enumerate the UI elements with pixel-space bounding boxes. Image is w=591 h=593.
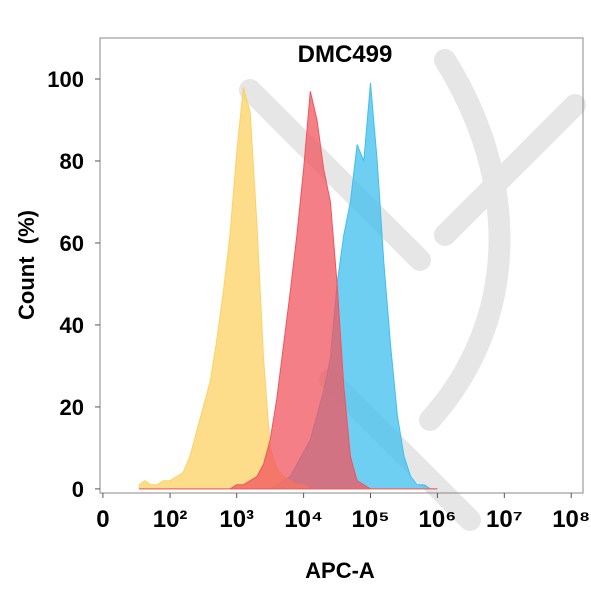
watermark-strand (419, 49, 511, 431)
watermark-rung (434, 94, 586, 246)
x-tick-label: 10⁶ (419, 506, 457, 533)
x-tick-label: 10⁸ (552, 506, 590, 533)
y-axis-label: Count (%) (14, 210, 39, 320)
plot-frame (99, 37, 584, 494)
y-tick-label: 100 (47, 67, 84, 92)
x-tick-label: 10⁵ (352, 506, 390, 533)
x-tick-label: 0 (96, 506, 109, 533)
y-tick-label: 40 (60, 313, 84, 338)
watermark-rung (239, 79, 431, 271)
y-tick-label: 60 (60, 231, 84, 256)
y-tick-label: 0 (72, 477, 84, 502)
chart-title: DMC499 (298, 41, 393, 68)
x-tick-label: 10⁴ (284, 506, 323, 533)
x-tick-label: 10⁷ (486, 506, 523, 533)
x-axis-label: APC-A (305, 558, 375, 583)
y-tick-label: 80 (60, 149, 84, 174)
histogram-area (139, 91, 438, 490)
y-tick-label: 20 (60, 395, 84, 420)
x-tick-label: 10² (153, 506, 188, 533)
x-tick-label: 10³ (219, 506, 254, 533)
